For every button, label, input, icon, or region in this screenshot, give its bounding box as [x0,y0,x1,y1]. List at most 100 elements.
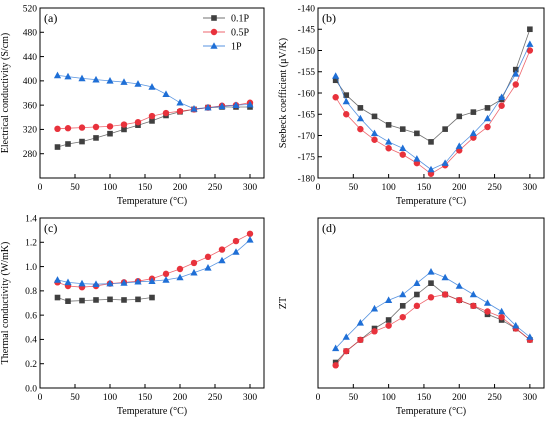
data-point [54,144,61,150]
data-point [64,125,72,132]
data-point [343,347,350,355]
data-point [218,102,226,110]
data-point [148,112,156,120]
series-line [335,50,531,175]
data-point [399,290,407,298]
series-0-1p [332,26,533,145]
data-point [483,114,492,122]
x-tick-label: 0 [316,393,321,403]
data-point [78,124,86,131]
data-point [385,296,393,303]
data-point [106,123,114,130]
y-tick-label: -175 [298,153,316,163]
data-point [455,142,463,149]
data-point [332,94,339,101]
panel-label: (c) [44,221,57,235]
data-point [162,109,170,117]
data-point [65,298,71,304]
data-point [134,80,142,87]
series-line [335,294,531,366]
y-tick-label: 320 [23,126,38,136]
data-point [498,313,505,321]
y-tick-label: 360 [23,101,38,111]
x-tick-label: 200 [173,183,188,193]
data-point [342,333,350,340]
y-tick-label: 0.8 [25,287,37,297]
data-point [232,248,240,255]
data-point [483,299,492,306]
x-tick-label: 50 [349,183,359,193]
data-point [232,101,240,108]
data-point [190,268,198,276]
y-tick-label: 280 [23,150,38,160]
x-tick-label: 0 [38,183,43,193]
data-point [107,296,113,303]
data-point [190,259,198,267]
panel-label: (b) [322,11,336,25]
data-point [484,105,491,111]
x-tick-label: 150 [138,183,153,193]
y-axis-label: Seebeck coefficient (μV/K) [278,38,289,148]
data-point [64,278,72,286]
data-point [357,336,364,344]
data-point [484,308,491,315]
data-point [218,246,226,253]
x-tick-label: 0 [316,183,321,193]
x-tick-label: 300 [243,183,258,193]
panel-label: (a) [44,11,57,25]
data-point [120,78,128,85]
y-tick-label: -160 [298,89,316,99]
data-point [399,144,407,152]
data-point [356,114,364,122]
y-tick-label: -155 [298,68,316,78]
data-point [332,72,340,79]
series-0-5p [332,291,534,369]
data-point [385,317,392,323]
data-point [106,279,114,287]
legend-marker [211,15,217,21]
data-point [204,263,212,271]
x-tick-label: 200 [452,393,467,403]
y-tick-label: 0.0 [25,384,37,394]
y-tick-label: -140 [298,4,316,14]
x-axis-label: Temperature (°C) [396,406,466,417]
plot-frame [39,7,265,179]
data-point [93,297,99,303]
data-point [498,102,505,109]
series-0-5p [332,47,534,177]
series-line [57,106,250,148]
data-point [441,291,449,298]
data-point [134,118,142,126]
x-tick-label: 300 [523,183,538,193]
series-0-5p [54,99,254,133]
data-point [120,279,128,286]
legend-marker [210,42,218,49]
data-point [427,268,435,275]
data-point [385,322,392,329]
data-point [121,297,127,303]
series-1p [53,236,254,287]
series-line [335,29,531,143]
data-point [414,130,420,137]
y-axis-label: Electrical conductivity (S/cm) [0,33,11,154]
chart-panel-2: 0 50 100 150 200 250 300 -180 -175 -170 -165 -160 -1… [278,4,545,207]
data-point [65,141,71,147]
panel-label: (d) [322,221,336,235]
data-point [371,328,378,335]
x-tick-label: 200 [452,183,467,193]
data-point [176,265,184,273]
data-point [512,321,520,329]
x-tick-label: 0 [38,393,43,403]
data-point [148,277,156,284]
data-point [526,40,534,47]
data-point [162,270,170,278]
legend-label: 0.5P [231,28,250,39]
data-point [526,47,534,54]
data-point [428,139,434,145]
y-axis-label: ZT [278,297,289,309]
series-1p [53,71,254,112]
data-point [470,109,477,115]
y-tick-label: 1.2 [25,239,37,249]
legend-label: 0.1P [231,14,250,25]
